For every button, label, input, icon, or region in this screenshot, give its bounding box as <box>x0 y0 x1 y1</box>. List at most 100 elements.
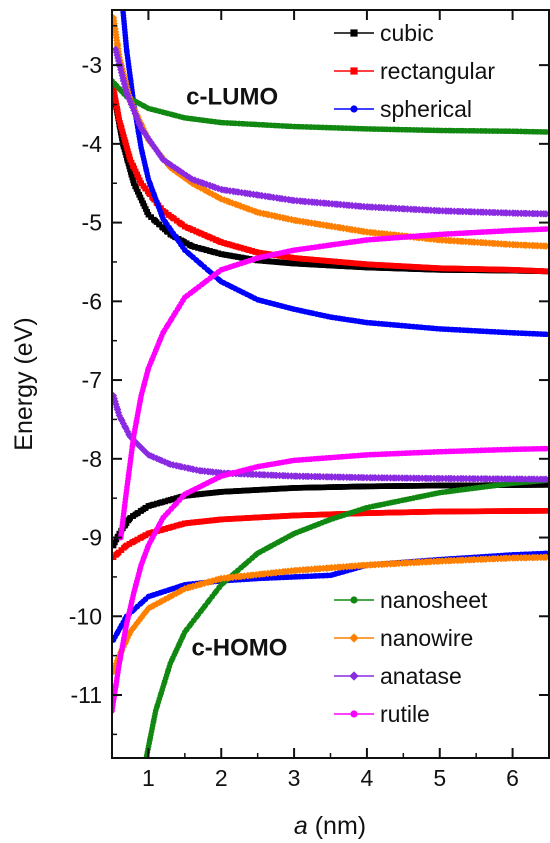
data-point <box>294 512 300 519</box>
data-point <box>520 267 527 274</box>
data-point <box>540 482 546 488</box>
data-point <box>381 509 388 516</box>
data-point <box>241 487 248 494</box>
data-point <box>329 511 335 518</box>
data-point <box>317 484 324 491</box>
data-point <box>387 262 394 269</box>
data-point <box>475 508 481 515</box>
data-point <box>364 510 370 516</box>
data-point <box>253 487 260 493</box>
data-point <box>136 191 142 198</box>
data-point <box>300 261 306 267</box>
data-point <box>314 257 321 263</box>
data-point <box>401 509 408 516</box>
data-point <box>445 508 452 515</box>
data-point <box>387 483 394 489</box>
data-point <box>393 263 399 269</box>
data-point <box>279 485 286 492</box>
data-point <box>320 484 327 491</box>
data-point <box>126 163 132 170</box>
data-point <box>162 526 169 532</box>
data-point <box>436 482 443 489</box>
data-point <box>196 491 202 498</box>
data-point <box>329 484 335 490</box>
data-point <box>378 483 385 490</box>
data-point <box>436 265 443 272</box>
data-point <box>407 263 414 270</box>
data-point <box>133 115 142 123</box>
tick-layer: 1 2 3 4 5 6 -11 -10 -9 -8 -7 -6 -5 -4 -3 <box>69 10 549 791</box>
data-point <box>268 258 275 265</box>
data-point <box>285 485 292 492</box>
data-point <box>206 248 213 254</box>
data-point <box>196 229 202 236</box>
data-point <box>422 264 428 271</box>
data-point <box>364 261 370 268</box>
data-point <box>129 174 136 181</box>
data-point <box>291 485 297 491</box>
y-tick-label: -7 <box>82 367 102 393</box>
data-point <box>165 525 171 531</box>
data-point <box>396 263 402 269</box>
data-point <box>399 483 405 489</box>
data-point <box>190 227 197 233</box>
data-point <box>509 267 516 273</box>
data-point <box>285 254 292 260</box>
data-point <box>140 200 146 207</box>
data-point <box>125 148 131 154</box>
data-point <box>123 427 132 436</box>
data-point <box>232 253 239 260</box>
data-point <box>175 588 183 596</box>
data-point <box>196 519 202 525</box>
data-point <box>326 511 332 518</box>
data-point <box>226 241 233 248</box>
data-point <box>288 512 294 519</box>
data-point <box>428 508 434 515</box>
data-point <box>468 266 475 272</box>
data-point <box>381 262 388 269</box>
data-point <box>419 264 426 271</box>
data-point <box>195 244 201 251</box>
data-point <box>480 266 487 273</box>
data-point <box>113 100 119 106</box>
data-point <box>352 483 359 490</box>
data-point <box>387 509 394 516</box>
data-point <box>340 484 347 490</box>
data-point <box>393 483 399 489</box>
data-point <box>534 482 540 488</box>
x-tick-label: 3 <box>288 765 301 791</box>
data-point <box>190 492 197 498</box>
data-point <box>226 252 233 259</box>
data-point <box>425 509 431 515</box>
y-tick-label: -11 <box>70 682 102 708</box>
data-point <box>267 513 274 520</box>
data-point <box>267 486 274 492</box>
data-point <box>123 142 130 149</box>
data-point <box>542 210 549 218</box>
data-point <box>506 266 513 273</box>
data-point <box>125 94 133 103</box>
series-nanosheet <box>143 477 549 758</box>
data-point <box>115 111 122 118</box>
data-point <box>495 266 501 273</box>
data-point <box>187 519 194 526</box>
data-point <box>434 482 440 489</box>
data-point <box>297 261 303 267</box>
data-point <box>215 250 222 257</box>
data-point <box>245 205 253 213</box>
data-point <box>156 527 163 534</box>
data-point <box>229 242 236 249</box>
data-point <box>201 518 208 525</box>
data-point <box>311 261 318 268</box>
data-point <box>528 508 535 514</box>
legend-item-rutile: rutile <box>334 701 430 727</box>
data-point <box>148 530 155 536</box>
data-point <box>165 159 173 168</box>
data-point <box>531 482 538 488</box>
data-point <box>218 516 225 523</box>
data-point <box>192 244 198 250</box>
data-point <box>326 262 332 269</box>
data-point <box>507 508 514 514</box>
data-point <box>334 484 341 490</box>
data-point <box>112 539 118 546</box>
